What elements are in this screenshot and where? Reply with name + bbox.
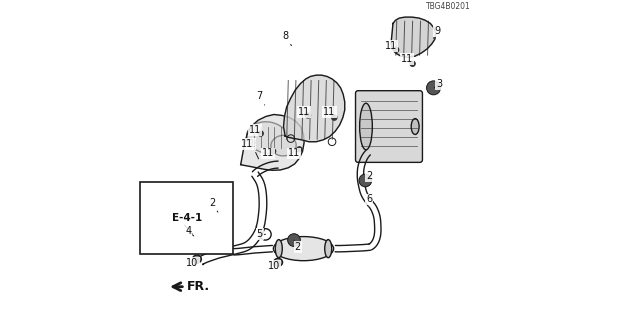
Circle shape [212,206,223,218]
Text: 11: 11 [298,107,310,117]
Circle shape [288,234,300,246]
Circle shape [297,147,302,152]
Text: 2: 2 [209,198,218,212]
Text: 3: 3 [434,79,442,89]
Circle shape [271,149,276,154]
Text: 2: 2 [366,171,372,181]
Ellipse shape [411,119,419,134]
Polygon shape [193,237,199,242]
Polygon shape [284,75,345,142]
Text: 4: 4 [186,226,194,236]
Text: 2: 2 [294,240,301,252]
Text: 8: 8 [282,31,291,46]
Text: TBG4B0201: TBG4B0201 [426,2,470,11]
Text: E-4-1: E-4-1 [172,213,202,223]
Circle shape [410,61,415,66]
Circle shape [360,175,371,186]
Circle shape [250,140,255,145]
Ellipse shape [271,135,296,156]
Ellipse shape [273,236,333,261]
Text: 11: 11 [323,107,335,117]
Text: 1: 1 [249,139,259,159]
Circle shape [394,47,399,52]
Text: 11: 11 [241,139,253,149]
Text: 11: 11 [385,41,397,51]
Text: 10: 10 [186,258,198,268]
Text: 11: 11 [288,148,300,158]
Ellipse shape [324,240,332,258]
Text: 7: 7 [257,92,265,105]
Text: 11: 11 [262,148,274,158]
Polygon shape [241,115,304,170]
Text: FR.: FR. [187,280,210,293]
Text: 11: 11 [249,125,261,135]
FancyBboxPatch shape [356,91,422,162]
Ellipse shape [193,255,202,263]
Polygon shape [391,17,436,57]
Ellipse shape [247,122,289,154]
Text: 5: 5 [257,229,266,239]
Text: 10: 10 [268,261,280,271]
Ellipse shape [360,103,372,150]
Text: 11: 11 [401,54,413,64]
Circle shape [332,115,337,120]
Text: 9: 9 [433,26,440,38]
Ellipse shape [275,240,282,258]
Text: 6: 6 [366,195,372,204]
Circle shape [428,82,440,94]
Ellipse shape [274,258,283,266]
Circle shape [258,131,263,136]
Circle shape [305,113,310,118]
